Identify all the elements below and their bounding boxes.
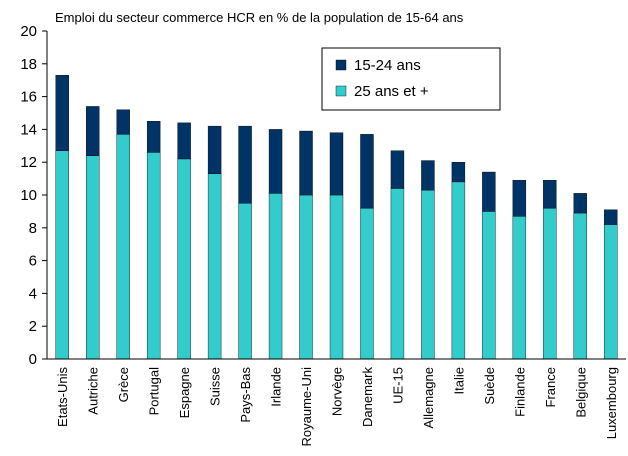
bar-segment <box>268 129 283 194</box>
y-tick-label: 6 <box>29 253 37 270</box>
bar-segment <box>238 202 252 360</box>
x-tick-label: Finlande <box>512 367 527 417</box>
bar-segment <box>604 224 618 360</box>
legend-label: 25 ans et + <box>354 83 429 100</box>
x-tick-label: Etats-Unis <box>55 367 70 427</box>
x-tick-label: Danemark <box>360 367 375 427</box>
x-tick-label: UE-15 <box>390 367 405 404</box>
bar-segment <box>360 134 374 209</box>
bar-segment <box>543 207 557 360</box>
bar-segment <box>421 189 435 360</box>
bar-segment <box>207 125 222 174</box>
bar-segment <box>55 75 69 151</box>
y-tick-label: 8 <box>29 220 37 237</box>
y-tick-label: 10 <box>20 187 37 204</box>
x-tick-label: Autriche <box>86 367 101 415</box>
y-tick-label: 16 <box>20 89 37 106</box>
bar-segment <box>116 109 130 135</box>
bar-segment <box>512 180 527 217</box>
bar-segment <box>146 120 161 153</box>
legend-box <box>321 47 501 111</box>
x-tick-label: Allemagne <box>421 367 436 428</box>
bar-segment <box>177 122 191 160</box>
legend-swatch <box>335 85 347 97</box>
y-tick-label: 2 <box>29 318 37 335</box>
chart-title: Emploi du secteur commerce HCR en % de l… <box>55 10 464 25</box>
x-tick-label: Grèce <box>116 367 131 402</box>
x-tick-label: Suisse <box>208 367 223 406</box>
bar-segment <box>573 193 587 214</box>
x-tick-label: Luxembourg <box>604 367 619 439</box>
bar-segment <box>299 130 313 196</box>
legend-label: 15-24 ans <box>354 57 421 74</box>
bar-segment <box>451 161 466 183</box>
bar-segment <box>360 207 374 360</box>
x-tick-label: Portugal <box>147 367 162 416</box>
bar-segment <box>177 158 191 360</box>
y-tick-label: 20 <box>20 23 37 40</box>
bar-segment <box>329 132 344 196</box>
bar-segment <box>451 181 466 360</box>
bar-segment <box>329 194 344 360</box>
x-tick-label: Suède <box>482 367 497 405</box>
bar-segment <box>482 211 496 360</box>
x-tick-label: France <box>543 367 558 407</box>
bar-segment <box>604 209 618 225</box>
x-tick-label: Royaume-Uni <box>299 367 314 447</box>
x-tick-label: Pays-Bas <box>238 367 253 423</box>
bar-segment <box>207 173 222 360</box>
y-tick-label: 18 <box>20 56 37 73</box>
bar-segment <box>238 125 252 204</box>
bar-segment <box>543 180 557 209</box>
bar-segment <box>146 152 161 360</box>
x-tick-label: Irlande <box>269 367 284 407</box>
bar-segment <box>421 160 435 191</box>
y-tick-label: 14 <box>20 121 37 138</box>
bar-segment <box>86 106 100 156</box>
bar-segment <box>116 134 130 360</box>
legend-swatch <box>335 59 347 71</box>
bar-segment <box>482 171 496 212</box>
x-tick-label: Espagne <box>177 367 192 418</box>
bar-segment <box>573 212 587 360</box>
bar-segment <box>55 150 69 360</box>
bar-segment <box>299 194 313 360</box>
y-tick-label: 12 <box>20 154 37 171</box>
bar-segment <box>390 188 405 360</box>
x-tick-label: Norvège <box>330 367 345 416</box>
y-tick-label: 4 <box>29 285 37 302</box>
x-tick-label: Belgique <box>573 367 588 418</box>
x-tick-label: Italie <box>451 367 466 394</box>
bar-segment <box>390 150 405 189</box>
bar-segment <box>268 193 283 360</box>
bar-segment <box>512 216 527 360</box>
y-tick-label: 0 <box>29 351 37 368</box>
bar-segment <box>86 155 100 360</box>
